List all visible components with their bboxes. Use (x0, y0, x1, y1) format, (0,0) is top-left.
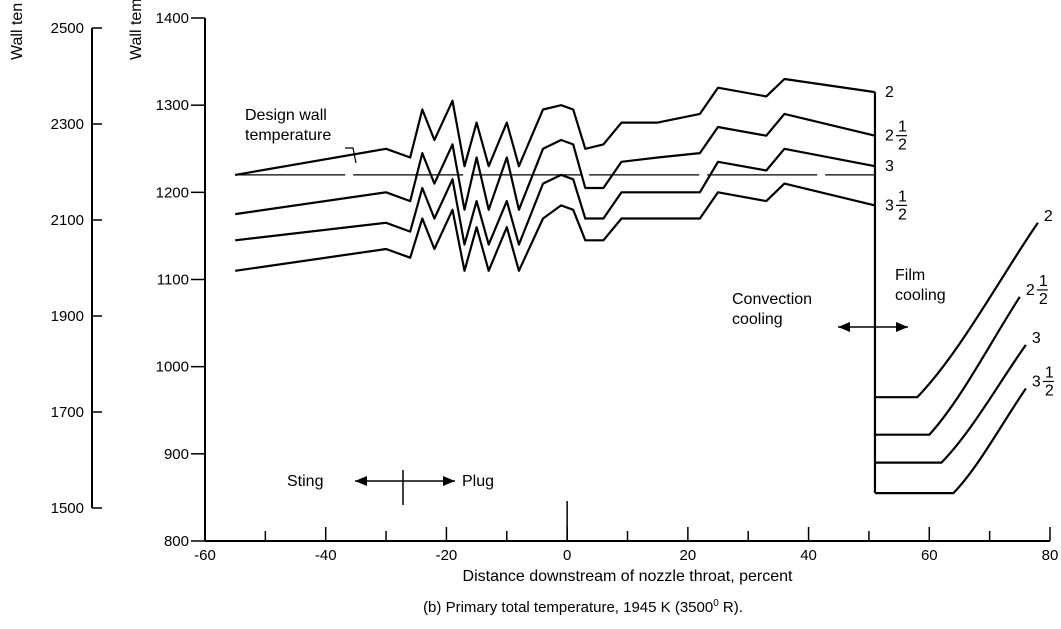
convection-label-1: Convection (732, 291, 812, 308)
film-label-1: Film (895, 267, 925, 284)
series-label-numerator: 1 (898, 119, 907, 136)
design-wall-label-1: Design wall (245, 107, 327, 124)
sting-label: Sting (287, 473, 323, 490)
series-line-convection (235, 147, 876, 246)
left-tick-label: 1700 (51, 404, 84, 421)
design-wall-label-2: temperature (245, 127, 331, 144)
x-tick-label: 40 (800, 547, 817, 564)
series-label-denominator: 2 (898, 137, 907, 154)
left-tick-label: 2500 (51, 20, 84, 37)
inner-tick-label: 1300 (156, 97, 189, 114)
film-label-2: cooling (895, 287, 946, 304)
series-label-whole: 2 (885, 84, 894, 101)
convection-arrowhead (838, 322, 850, 332)
figure-caption: (b) Primary total temperature, 1945 K (3… (423, 598, 743, 616)
caption-superscript: 0 (713, 598, 719, 609)
series-line-film (875, 296, 1021, 436)
series-label-denominator: 2 (898, 206, 907, 223)
series-line-convection (235, 112, 876, 216)
series-line-film (875, 387, 1027, 495)
left-tick-label: 1500 (51, 500, 84, 517)
series-label-whole: 3 (1032, 373, 1041, 390)
sting-arrowhead (355, 476, 367, 486)
inner-axis-title: Wall tem (128, 0, 145, 60)
series-label-convection: 212 (885, 119, 907, 154)
inner-tick-label: 900 (164, 446, 189, 463)
series-label-numerator: 1 (1045, 364, 1054, 381)
series-line-film (875, 222, 1039, 399)
series-label-denominator: 2 (1045, 382, 1054, 399)
series-label-convection: 2 (885, 84, 894, 101)
inner-tick-label: 1200 (156, 184, 189, 201)
series-line-film (875, 344, 1027, 464)
series-label-whole: 3 (1032, 330, 1041, 347)
series-label-whole: 2 (1026, 282, 1035, 299)
film-arrowhead (896, 322, 908, 332)
inner-axis: 800 900 1000 1100 1200 1300 1400 Wall tem (128, 0, 206, 550)
inner-tick-label: 1400 (156, 10, 189, 27)
design-wall-leader (345, 147, 357, 164)
series-label-numerator: 1 (898, 188, 907, 205)
x-tick-label: -20 (436, 547, 458, 564)
inner-ticks: 800 900 1000 1100 1200 1300 1400 (156, 10, 205, 550)
series-label-whole: 3 (885, 158, 894, 175)
x-tick-label: 0 (563, 547, 571, 564)
series-label-film: 212 (1026, 273, 1048, 308)
left-axis: 1500 1700 1900 2100 2300 2500 Wall ten (9, 3, 102, 517)
series-label-denominator: 2 (1039, 291, 1048, 308)
series-1: 22 (235, 77, 1053, 399)
series-label-film: 3 (1032, 330, 1041, 347)
caption-text: (b) Primary total temperature, 1945 K (3… (423, 599, 713, 616)
series-label-whole: 2 (885, 128, 894, 145)
series-line-convection (235, 77, 876, 176)
inner-tick-label: 800 (164, 533, 189, 550)
left-ticks: 1500 1700 1900 2100 2300 2500 (51, 20, 102, 517)
plug-arrowhead (443, 476, 455, 486)
x-tick-label: 20 (680, 547, 697, 564)
convection-label-2: cooling (732, 311, 783, 328)
inner-tick-label: 1000 (156, 359, 189, 376)
left-tick-label: 1900 (51, 308, 84, 325)
series-label-convection: 3 (885, 158, 894, 175)
left-tick-label: 2100 (51, 212, 84, 229)
series-line-convection (235, 182, 876, 272)
series-label-whole: 2 (1044, 208, 1053, 225)
series-label-convection: 312 (885, 188, 907, 223)
inner-tick-label: 1100 (157, 272, 189, 289)
annotations: Design wall temperature Sting Plug Conve… (245, 107, 946, 505)
x-tick-label: 60 (921, 547, 938, 564)
x-axis: -60 -40 -20 0 20 40 60 80 Distance downstream o… (194, 501, 1058, 585)
x-tick-label: 80 (1042, 547, 1059, 564)
series-label-whole: 3 (885, 197, 894, 214)
left-tick-label: 2300 (51, 116, 84, 133)
x-tick-label: -60 (194, 547, 216, 564)
series-label-film: 312 (1032, 364, 1054, 399)
x-tick-label: -40 (315, 547, 337, 564)
x-ticks: -60 -40 -20 0 20 40 60 80 (194, 501, 1058, 564)
series-label-numerator: 1 (1039, 273, 1048, 290)
left-axis-title: Wall ten (9, 3, 26, 60)
caption-text-end: R). (719, 599, 743, 616)
plug-label: Plug (462, 473, 494, 490)
x-axis-title: Distance downstream of nozzle throat, pe… (463, 568, 794, 585)
series-label-film: 2 (1044, 208, 1053, 225)
series-3: 33 (235, 147, 1041, 464)
